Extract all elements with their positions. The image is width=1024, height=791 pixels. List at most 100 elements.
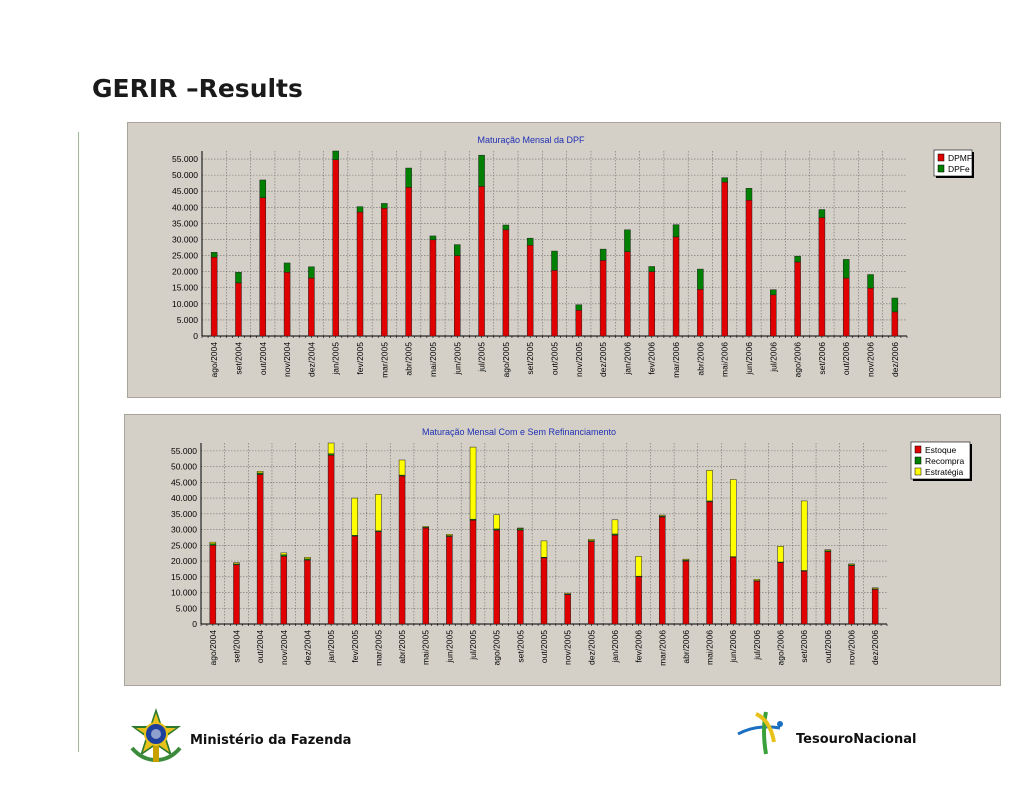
bar-dpfe-ago-2005 xyxy=(502,224,510,231)
y-tick-label: 15.000 xyxy=(171,572,197,582)
legend-entry: DPMFi xyxy=(948,153,974,163)
brazil-coat-of-arms-icon xyxy=(130,708,182,763)
bar-estrategia-dez-2004 xyxy=(304,557,311,560)
bar-estrategia-abr-2006 xyxy=(682,558,690,561)
bar-estrategia-nov-2005 xyxy=(564,592,571,595)
bar-estoque-jul-2005 xyxy=(469,519,477,625)
bar-estoque-fev-2005 xyxy=(351,535,359,625)
bar-dpfe-jul-2005 xyxy=(478,154,485,187)
x-tick-label: jan/2005 xyxy=(331,342,341,376)
ministry-footer: Ministério da Fazenda xyxy=(128,706,388,766)
bar-estrategia-fev-2006 xyxy=(635,556,642,577)
bar-dpmfi-mai-2006 xyxy=(721,181,728,337)
bar-dpfe-jan-2005 xyxy=(332,150,339,160)
bar-dpfe-jan-2006 xyxy=(624,229,631,252)
x-tick-label: mai/2006 xyxy=(720,342,730,377)
x-tick-label: nov/2006 xyxy=(866,342,876,377)
x-tick-label: nov/2004 xyxy=(279,630,289,665)
x-tick-label: nov/2004 xyxy=(282,342,292,377)
bar-estoque-jun-2006 xyxy=(729,557,737,625)
x-tick-label: mar/2005 xyxy=(373,630,383,666)
bar-estoque-mar-2006 xyxy=(659,516,666,625)
y-tick-label: 25.000 xyxy=(171,540,197,550)
bar-estrategia-set-2005 xyxy=(517,527,524,529)
x-tick-label: fev/2006 xyxy=(647,342,657,375)
bar-dpfe-abr-2006 xyxy=(697,268,704,290)
bar-dpmfi-ago-2005 xyxy=(502,229,510,337)
bar-dpfe-ago-2004 xyxy=(210,252,218,258)
y-tick-label: 40.000 xyxy=(171,493,197,503)
bar-dpmfi-jul-2006 xyxy=(770,294,777,337)
bar-dpmfi-nov-2006 xyxy=(867,287,874,337)
bar-estrategia-abr-2005 xyxy=(398,459,406,476)
bar-estrategia-ago-2006 xyxy=(777,545,784,563)
bar-estrategia-out-2004 xyxy=(256,471,264,474)
tesouro-nacional-logo-icon xyxy=(737,711,783,755)
legend-entry: Estoque xyxy=(925,445,956,455)
bar-dpfe-mar-2005 xyxy=(381,203,388,209)
y-tick-label: 55.000 xyxy=(172,154,198,164)
bar-dpfe-out-2004 xyxy=(259,179,267,198)
y-tick-label: 35.000 xyxy=(172,218,198,228)
bar-dpmfi-jan-2005 xyxy=(332,159,339,337)
chart-maturacao-dpf: Maturação Mensal da DPF 0 5.000 10.000 15.00… xyxy=(172,135,974,378)
bar-estoque-abr-2006 xyxy=(682,560,690,625)
bar-estrategia-dez-2006 xyxy=(871,587,879,589)
bar-estoque-set-2004 xyxy=(233,564,240,625)
bar-dpmfi-mar-2005 xyxy=(381,208,388,337)
legend-swatch xyxy=(937,164,945,173)
x-tick-label: dez/2004 xyxy=(306,342,316,377)
x-tick-label: mai/2005 xyxy=(421,630,431,665)
x-tick-label: jun/2006 xyxy=(744,342,754,376)
x-tick-label: abr/2006 xyxy=(681,630,691,664)
x-tick-label: jun/2006 xyxy=(728,630,738,664)
legend-entry: DPFe xyxy=(948,164,970,174)
bar-dpmfi-set-2004 xyxy=(235,282,242,337)
bar-estoque-ago-2004 xyxy=(209,545,217,625)
bar-dpfe-mai-2005 xyxy=(429,235,437,241)
x-tick-label: nov/2006 xyxy=(847,630,857,665)
bar-estrategia-ago-2005 xyxy=(493,514,500,530)
y-tick-label: 40.000 xyxy=(172,202,198,212)
x-tick-label: mar/2006 xyxy=(671,342,681,378)
bar-estoque-mar-2005 xyxy=(375,531,382,625)
bar-dpmfi-set-2006 xyxy=(818,217,826,337)
bar-dpfe-set-2006 xyxy=(818,209,826,218)
bar-dpfe-jun-2006 xyxy=(745,188,753,201)
x-tick-label: out/2005 xyxy=(550,342,560,375)
bar-dpmfi-jul-2005 xyxy=(478,186,485,337)
bar-estrategia-jan-2005 xyxy=(327,442,335,454)
bar-dpmfi-nov-2004 xyxy=(283,272,291,337)
bar-estrategia-mai-2006 xyxy=(706,470,713,502)
x-tick-label: abr/2005 xyxy=(404,342,414,376)
bar-dpmfi-dez-2005 xyxy=(599,260,607,337)
legend-swatch xyxy=(937,153,945,162)
x-tick-label: dez/2005 xyxy=(586,630,596,665)
y-tick-label: 25.000 xyxy=(172,251,198,261)
x-tick-label: jun/2005 xyxy=(444,630,454,664)
treasury-footer: TesouroNacional xyxy=(736,710,936,760)
bar-dpmfi-fev-2005 xyxy=(356,211,364,337)
y-tick-label: 45.000 xyxy=(172,186,198,196)
y-tick-label: 30.000 xyxy=(171,525,197,535)
bar-dpfe-nov-2006 xyxy=(867,274,874,289)
bar-estrategia-jun-2006 xyxy=(729,479,737,557)
y-tick-label: 30.000 xyxy=(172,234,198,244)
bar-dpfe-mar-2006 xyxy=(672,224,680,238)
bar-estoque-fev-2006 xyxy=(635,576,642,625)
x-tick-label: ago/2006 xyxy=(793,342,803,378)
bar-dpmfi-out-2004 xyxy=(259,197,267,337)
bar-dpfe-out-2005 xyxy=(551,250,558,271)
bar-dpfe-ago-2006 xyxy=(794,255,801,263)
x-tick-label: ago/2006 xyxy=(776,630,786,666)
x-tick-label: fev/2005 xyxy=(350,630,360,663)
bar-estoque-dez-2005 xyxy=(588,541,595,625)
bar-estrategia-jul-2006 xyxy=(753,579,761,581)
bar-estoque-abr-2005 xyxy=(398,475,406,625)
x-tick-label: jan/2006 xyxy=(622,342,632,376)
bar-estoque-nov-2004 xyxy=(280,556,288,625)
bar-estrategia-mai-2005 xyxy=(422,526,429,528)
x-tick-label: dez/2006 xyxy=(890,342,900,377)
x-tick-label: out/2004 xyxy=(255,630,265,663)
